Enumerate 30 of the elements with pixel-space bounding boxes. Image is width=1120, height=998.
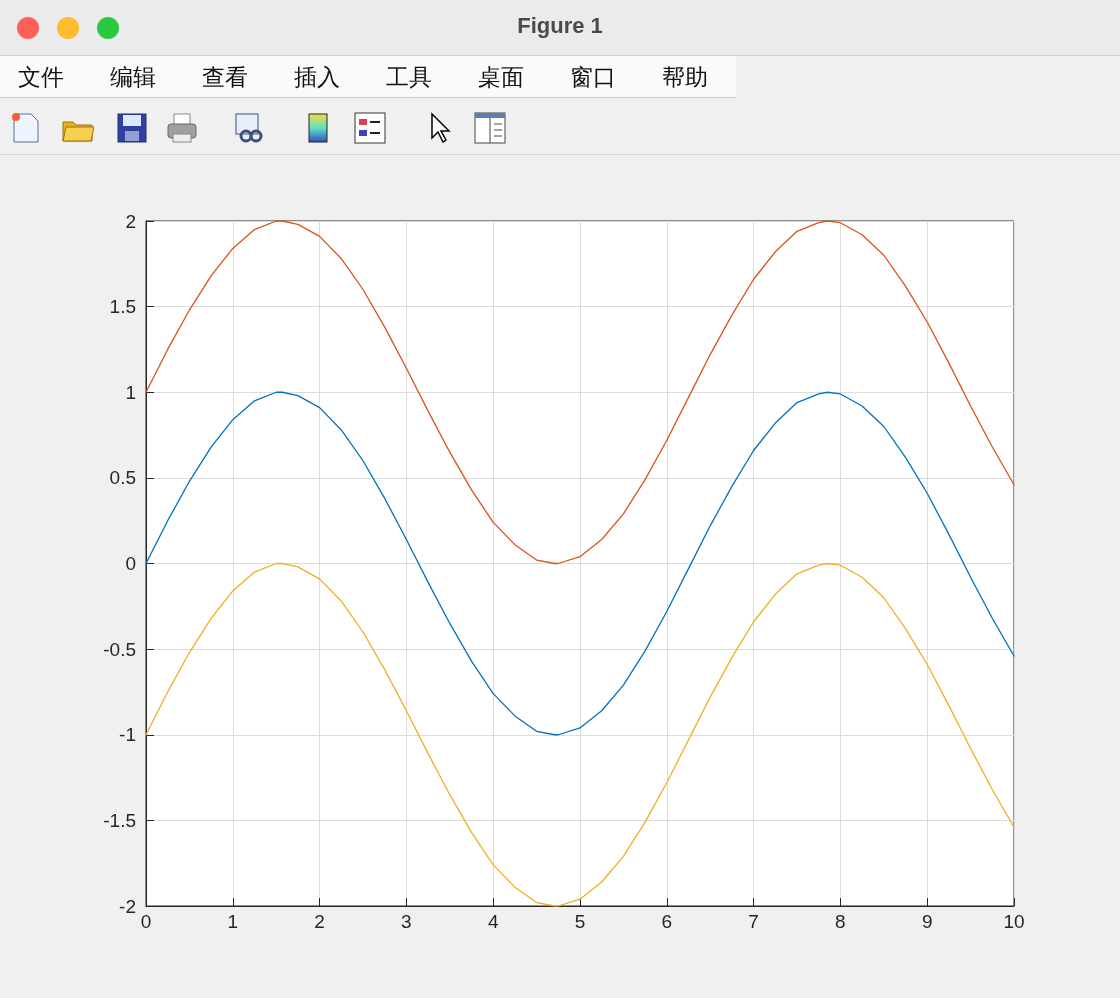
text: 工具 — [386, 63, 432, 92]
y-tick-label: 0.5 — [109, 467, 136, 489]
x-tick-label: 5 — [574, 911, 586, 932]
x-tick-label: 10 — [1003, 911, 1025, 932]
text: 帮助 — [662, 63, 708, 92]
x-tick-label: 2 — [314, 911, 325, 932]
x-tick-label: 0 — [140, 911, 152, 932]
x-tick-label: 8 — [835, 911, 846, 932]
y-tick-label: 1 — [125, 381, 136, 403]
chart-title: Figure 1 — [516, 13, 604, 39]
x-tick-label: 7 — [748, 911, 759, 932]
y-tick-label: -1 — [119, 724, 136, 746]
y-tick-label: 2 — [125, 210, 136, 232]
text: 桌面 — [478, 63, 524, 92]
y-tick-label: -0.5 — [103, 638, 136, 660]
text: 插入 — [294, 63, 340, 92]
x-tick-label: 1 — [227, 911, 239, 932]
y-tick-label: -2 — [119, 895, 136, 917]
x-tick-label: 9 — [921, 911, 933, 932]
y-tick-label: 0 — [125, 553, 136, 574]
text: 文件 — [18, 63, 64, 92]
y-tick-label: -1.5 — [103, 809, 136, 831]
y-tick-label: 1.5 — [109, 296, 136, 318]
text: 查看 — [202, 63, 248, 92]
x-tick-label: 4 — [487, 911, 499, 932]
line-series — [145, 391, 1015, 736]
x-tick-label: 6 — [661, 911, 673, 932]
text: 窗口 — [570, 63, 616, 92]
text: 编辑 — [110, 63, 156, 92]
x-tick-label: 3 — [401, 911, 412, 932]
